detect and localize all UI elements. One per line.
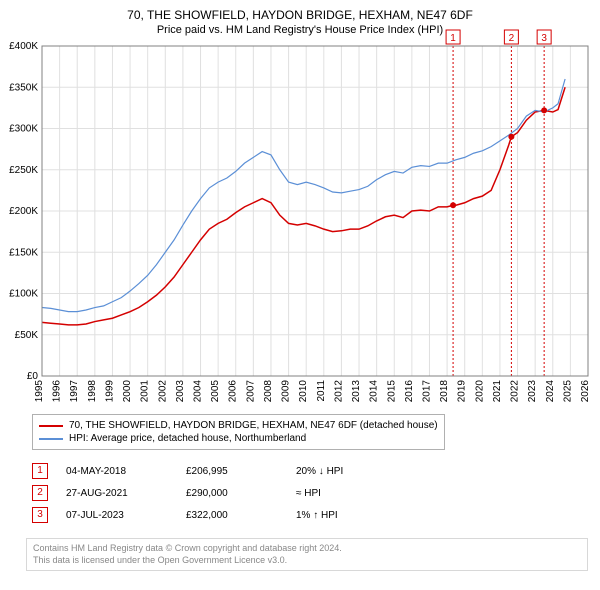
copyright-line-2: This data is licensed under the Open Gov… <box>33 555 581 567</box>
event-marker-hpi-delta: 1% ↑ HPI <box>296 510 376 521</box>
svg-text:2004: 2004 <box>193 380 204 403</box>
svg-text:2002: 2002 <box>157 380 168 403</box>
svg-text:2012: 2012 <box>333 380 344 403</box>
svg-text:1998: 1998 <box>87 380 98 403</box>
event-marker-price: £322,000 <box>186 510 296 521</box>
svg-text:2018: 2018 <box>439 380 450 403</box>
legend-row: HPI: Average price, detached house, Nort… <box>39 432 438 445</box>
price-chart: £0£50K£100K£150K£200K£250K£300K£350K£400… <box>0 0 600 416</box>
svg-text:2007: 2007 <box>245 380 256 403</box>
svg-text:1996: 1996 <box>52 380 63 403</box>
svg-text:2003: 2003 <box>175 380 186 403</box>
svg-text:2017: 2017 <box>421 380 432 403</box>
svg-text:2000: 2000 <box>122 380 133 403</box>
svg-text:1: 1 <box>450 33 456 44</box>
svg-text:2016: 2016 <box>404 380 415 403</box>
event-marker-date: 27-AUG-2021 <box>66 488 186 499</box>
event-marker-hpi-delta: ≈ HPI <box>296 488 376 499</box>
event-marker-date: 07-JUL-2023 <box>66 510 186 521</box>
svg-text:2011: 2011 <box>316 380 327 402</box>
svg-text:£250K: £250K <box>9 165 38 176</box>
legend-swatch <box>39 438 63 440</box>
svg-text:2022: 2022 <box>510 380 521 403</box>
event-marker-badge: 3 <box>32 507 48 523</box>
event-marker-row: 1 04-MAY-2018£206,99520% ↓ HPI <box>32 460 376 482</box>
svg-text:2025: 2025 <box>562 380 573 403</box>
svg-text:1999: 1999 <box>104 380 115 403</box>
svg-text:£50K: £50K <box>15 330 39 341</box>
event-marker-price: £206,995 <box>186 466 296 477</box>
event-markers-table: 1 04-MAY-2018£206,99520% ↓ HPI 2 27-AUG-202… <box>32 460 376 526</box>
svg-text:2026: 2026 <box>580 380 591 403</box>
svg-text:2001: 2001 <box>140 380 151 403</box>
svg-text:2023: 2023 <box>527 380 538 403</box>
event-marker-row: 3 07-JUL-2023£322,0001% ↑ HPI <box>32 504 376 526</box>
svg-text:2014: 2014 <box>369 380 380 403</box>
svg-text:2013: 2013 <box>351 380 362 403</box>
svg-text:2009: 2009 <box>281 380 292 403</box>
svg-text:2020: 2020 <box>474 380 485 403</box>
event-marker-badge: 1 <box>32 463 48 479</box>
svg-text:£200K: £200K <box>9 206 38 217</box>
svg-text:2010: 2010 <box>298 380 309 403</box>
svg-text:£150K: £150K <box>9 247 38 258</box>
event-marker-price: £290,000 <box>186 488 296 499</box>
svg-text:3: 3 <box>541 33 547 44</box>
event-marker-date: 04-MAY-2018 <box>66 466 186 477</box>
svg-text:2006: 2006 <box>228 380 239 403</box>
legend-row: 70, THE SHOWFIELD, HAYDON BRIDGE, HEXHAM… <box>39 419 438 432</box>
legend-swatch <box>39 425 63 427</box>
svg-text:£300K: £300K <box>9 124 38 135</box>
svg-text:2015: 2015 <box>386 380 397 403</box>
svg-text:£400K: £400K <box>9 41 38 52</box>
svg-text:£100K: £100K <box>9 289 38 300</box>
svg-text:£350K: £350K <box>9 82 38 93</box>
svg-text:2005: 2005 <box>210 380 221 403</box>
svg-text:2019: 2019 <box>457 380 468 403</box>
event-marker-hpi-delta: 20% ↓ HPI <box>296 466 376 477</box>
svg-text:1995: 1995 <box>34 380 45 403</box>
svg-text:2024: 2024 <box>545 380 556 403</box>
svg-text:2021: 2021 <box>492 380 503 403</box>
copyright-notice: Contains HM Land Registry data © Crown c… <box>26 538 588 571</box>
svg-text:1997: 1997 <box>69 380 80 403</box>
legend-label: HPI: Average price, detached house, Nort… <box>69 433 306 444</box>
legend-label: 70, THE SHOWFIELD, HAYDON BRIDGE, HEXHAM… <box>69 420 438 431</box>
svg-text:2008: 2008 <box>263 380 274 403</box>
event-marker-badge: 2 <box>32 485 48 501</box>
svg-text:2: 2 <box>509 33 515 44</box>
chart-legend: 70, THE SHOWFIELD, HAYDON BRIDGE, HEXHAM… <box>32 414 445 450</box>
event-marker-row: 2 27-AUG-2021£290,000≈ HPI <box>32 482 376 504</box>
copyright-line-1: Contains HM Land Registry data © Crown c… <box>33 543 581 555</box>
